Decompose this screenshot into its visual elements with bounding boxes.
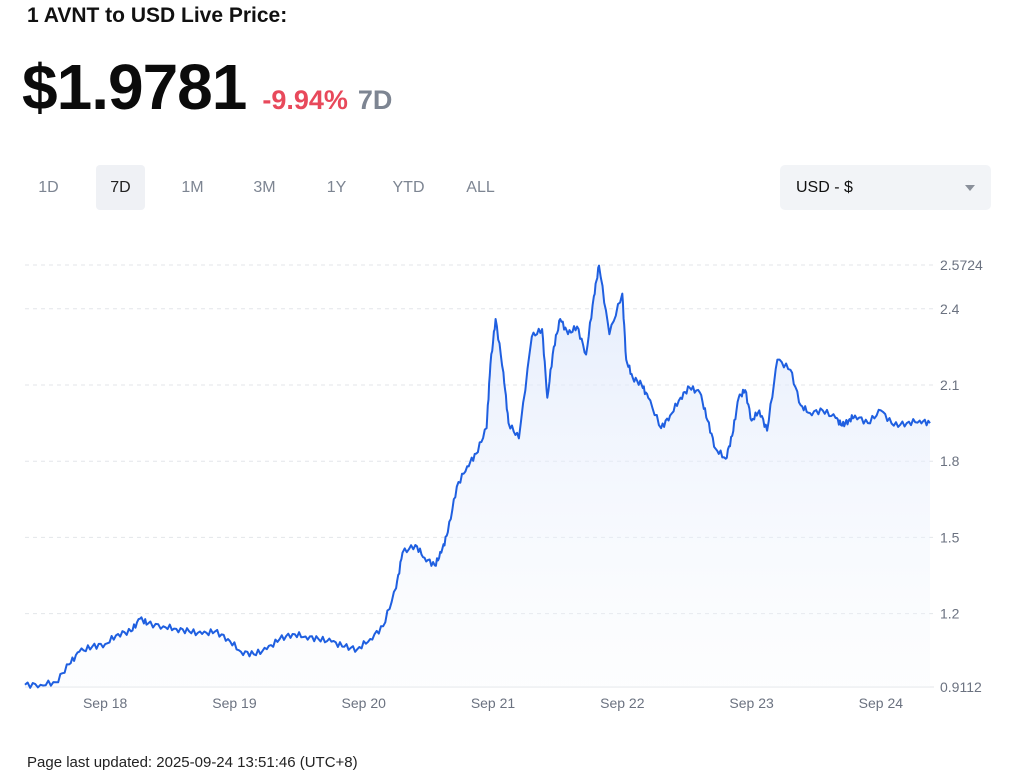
price-area <box>25 265 930 688</box>
range-selector: 1D 7D 1M 3M 1Y YTD ALL <box>24 165 528 210</box>
y-tick-label: 2.1 <box>940 377 960 393</box>
y-tick-label: 2.4 <box>940 301 960 317</box>
y-tick-label: 0.9112 <box>940 679 982 695</box>
page-title: 1 AVNT to USD Live Price: <box>27 4 288 27</box>
range-tab-1m[interactable]: 1M <box>181 178 204 196</box>
current-price: $1.9781 <box>22 51 247 123</box>
x-tick-label: Sep 19 <box>212 695 257 711</box>
x-tick-label: Sep 18 <box>83 695 128 711</box>
currency-select[interactable]: USD - $ <box>780 165 991 210</box>
price-chart[interactable]: 2.5724 2.4 2.1 1.8 1.5 1.2 0.9112 Sep 18 Sep 19… <box>0 250 1024 720</box>
y-tick-label: 2.5724 <box>940 257 983 273</box>
x-axis: Sep 18 Sep 19 Sep 20 Sep 21 Sep 22 Sep 23 Sep … <box>83 695 903 711</box>
price-change: -9.94% <box>262 85 348 115</box>
currency-select-value: USD - $ <box>796 178 853 196</box>
y-tick-label: 1.8 <box>940 453 960 469</box>
x-tick-label: Sep 24 <box>859 695 904 711</box>
change-period: 7D <box>357 85 393 115</box>
x-tick-label: Sep 21 <box>471 695 516 711</box>
range-tab-3m[interactable]: 3M <box>253 178 276 196</box>
y-tick-label: 1.5 <box>940 529 960 545</box>
last-updated: Page last updated: 2025-09-24 13:51:46 (… <box>27 754 358 771</box>
x-tick-label: Sep 23 <box>729 695 774 711</box>
chevron-down-icon <box>965 184 975 191</box>
y-tick-label: 1.2 <box>940 606 960 622</box>
price-summary: $1.9781 -9.94% 7D <box>22 50 392 124</box>
x-tick-label: Sep 20 <box>342 695 387 711</box>
price-line <box>24 264 931 689</box>
range-tab-1d[interactable]: 1D <box>38 178 59 196</box>
x-tick-label: Sep 22 <box>600 695 645 711</box>
range-tab-all[interactable]: ALL <box>466 178 495 196</box>
range-tab-7d[interactable]: 7D <box>96 165 145 210</box>
range-tab-1y[interactable]: 1Y <box>326 178 347 196</box>
range-tab-ytd[interactable]: YTD <box>392 178 425 196</box>
y-axis: 2.5724 2.4 2.1 1.8 1.5 1.2 0.9112 <box>940 257 983 695</box>
